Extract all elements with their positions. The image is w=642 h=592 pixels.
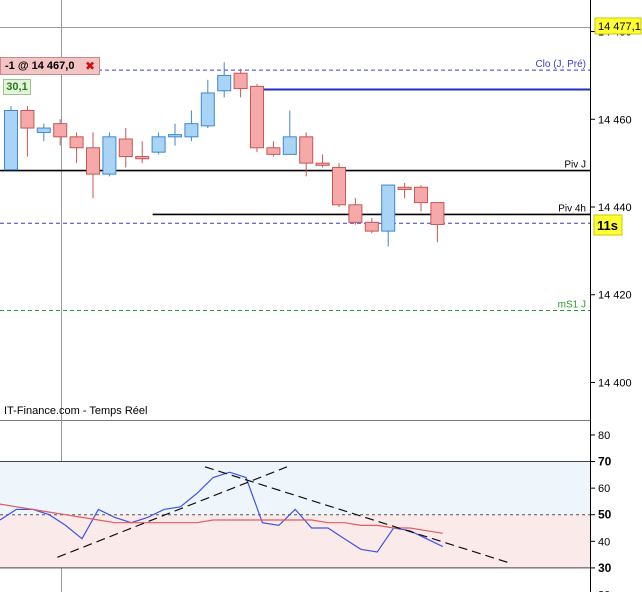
price-levels	[0, 69, 590, 312]
candle-6	[102, 132, 117, 177]
candle-4	[69, 132, 84, 164]
candle-body-19	[315, 162, 330, 166]
candle-body-21	[348, 204, 363, 223]
level-label-piv-4h: Piv 4h	[558, 203, 586, 214]
candle-23	[381, 184, 396, 247]
close-order-icon[interactable]: ✖	[85, 59, 96, 73]
candle-9	[151, 132, 166, 155]
candle-body-13	[217, 74, 232, 92]
price-tick-label-14440: 14 440	[598, 202, 632, 214]
candle-body-26	[430, 202, 445, 226]
candle-1	[20, 106, 35, 157]
candle-body-23	[381, 184, 396, 232]
candle-body-22	[364, 221, 379, 232]
candle-body-4	[69, 136, 84, 149]
rsi-tick-label-70: 70	[598, 455, 612, 469]
candle-25	[414, 185, 428, 212]
rsi-tick-label-40: 40	[598, 536, 610, 548]
rsi-tick-label-20: 20	[598, 590, 610, 592]
price-tick-label-14420: 14 420	[598, 290, 632, 302]
candle-body-7	[118, 138, 133, 158]
candle-body-8	[135, 156, 150, 160]
rsi-upper-zone	[0, 461, 590, 515]
candle-7	[118, 128, 133, 168]
level-label-clo: Clo (J, Pré)	[535, 59, 586, 70]
candle-22	[364, 217, 379, 234]
rsi-tick-label-80: 80	[598, 430, 610, 442]
candle-21	[348, 198, 363, 225]
candle-body-15	[250, 85, 264, 149]
level-labels: Clo (J, Pré) Piv J Piv 4h mS1 J	[535, 59, 586, 310]
candle-body-20	[332, 167, 346, 206]
candle-body-24	[397, 186, 412, 190]
candle-13	[217, 62, 232, 98]
rsi-plot	[0, 466, 509, 564]
indicator-value-badge: 30,1	[3, 79, 31, 95]
candle-body-18	[299, 136, 314, 164]
candle-24	[397, 182, 412, 199]
candle-2	[36, 123, 51, 142]
level-label-ms1-j: mS1 J	[558, 300, 586, 311]
last-price-value: 14 477,1	[598, 21, 641, 33]
candle-20	[332, 163, 346, 207]
candle-body-3	[53, 123, 68, 138]
candle-body-0	[4, 110, 18, 171]
last-price-badge	[594, 17, 642, 35]
candle-body-10	[168, 134, 182, 138]
candle-0	[4, 106, 18, 171]
candle-14	[233, 68, 248, 98]
candle-body-5	[86, 147, 100, 175]
rsi-series-0	[0, 471, 444, 553]
candle-12	[200, 79, 215, 129]
order-label: -1 @ 14 467,0	[5, 60, 75, 72]
candle-body-17	[282, 136, 297, 155]
candle-body-14	[233, 72, 248, 90]
candle-16	[266, 141, 281, 157]
rsi-trendline-1	[204, 466, 509, 564]
candle-body-12	[200, 92, 215, 127]
candle-body-9	[151, 136, 166, 153]
candle-body-6	[102, 136, 117, 175]
price-tick-label-14460: 14 460	[598, 114, 632, 126]
order-position-box[interactable]: -1 @ 14 467,0 ✖	[0, 57, 100, 75]
rsi-tick-label-30: 30	[598, 561, 612, 575]
candle-8	[135, 141, 150, 164]
countdown-value: 11s	[597, 218, 618, 233]
rsi-axis: 20 30 40 50 60 70 80	[590, 430, 612, 592]
price-tick-label-14400: 14 400	[598, 377, 632, 389]
candle-body-11	[184, 123, 199, 138]
rsi-tick-label-60: 60	[598, 483, 610, 495]
level-label-piv-j: Piv J	[564, 160, 586, 171]
rsi-background	[0, 461, 590, 569]
candlesticks	[4, 62, 445, 247]
candle-5	[86, 132, 100, 199]
candle-body-2	[36, 127, 51, 133]
candle-18	[299, 132, 314, 177]
candle-body-25	[414, 186, 428, 204]
countdown-badge	[593, 214, 623, 236]
candle-10	[168, 123, 182, 146]
candle-26	[430, 202, 445, 243]
rsi-tick-label-50: 50	[598, 508, 612, 522]
candle-3	[53, 119, 68, 146]
candle-17	[282, 110, 297, 155]
candle-body-16	[266, 147, 281, 155]
candle-19	[315, 154, 330, 168]
rsi-series-1	[0, 503, 443, 534]
candle-15	[250, 84, 264, 153]
candle-11	[184, 110, 199, 142]
source-label: IT-Finance.com - Temps Réel	[4, 405, 148, 417]
candle-body-1	[20, 110, 35, 129]
